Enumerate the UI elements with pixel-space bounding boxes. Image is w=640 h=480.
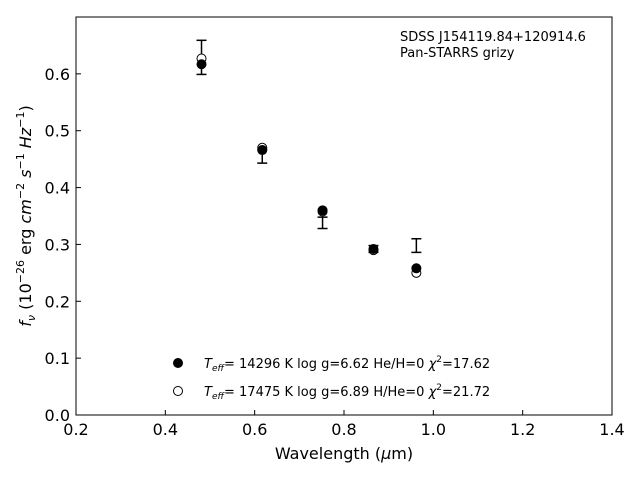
legend-marker-open xyxy=(173,386,183,396)
y-axis-ticks: 0.0 0.1 0.2 0.3 0.4 0.5 0.6 xyxy=(45,65,81,425)
y-tick-label: 0.5 xyxy=(45,122,70,141)
x-tick-label: 1.0 xyxy=(421,420,446,439)
y-tick-label: 0.1 xyxy=(45,349,70,368)
x-tick-label: 0.6 xyxy=(242,420,267,439)
observed-errorbar xyxy=(411,237,422,254)
model-point-da xyxy=(411,263,422,274)
y-tick-label: 0.2 xyxy=(45,292,70,311)
legend-entry-2: Teff= 17475 K log g=6.89 H/He=0 χ2=21.72 xyxy=(204,383,490,402)
model-points xyxy=(196,53,422,278)
legend-entry-1: Teff= 14296 K log g=6.62 He/H=0 χ2=17.62 xyxy=(204,355,490,374)
model-point-da xyxy=(196,59,207,70)
y-tick-label: 0.6 xyxy=(45,65,70,84)
y-tick-label: 0.4 xyxy=(45,179,70,198)
y-axis-label: fν (10−26 erg cm−2 s−1 Hz−1) xyxy=(14,105,38,326)
legend-marker-filled xyxy=(173,358,183,368)
plot-frame xyxy=(75,16,613,416)
y-tick-label: 0.0 xyxy=(45,406,70,425)
model-point-da xyxy=(257,145,268,156)
model-point-da xyxy=(317,205,328,216)
annotation-object: SDSS J154119.84+120914.6 xyxy=(400,30,586,45)
x-tick-label: 0.4 xyxy=(153,420,178,439)
annotation-survey: Pan-STARRS grizy xyxy=(400,46,515,61)
model-point-da xyxy=(368,243,379,254)
x-axis-ticks: 0.2 0.4 0.6 0.8 1.0 1.2 1.4 xyxy=(63,410,625,439)
x-tick-label: 0.8 xyxy=(331,420,356,439)
x-axis-label: Wavelength (μm) xyxy=(275,444,413,463)
observed-errorbar xyxy=(317,216,328,230)
x-tick-label: 1.4 xyxy=(599,420,624,439)
y-tick-label: 0.3 xyxy=(45,235,70,254)
observed-errorbars xyxy=(196,39,422,254)
x-tick-label: 0.2 xyxy=(63,420,88,439)
x-tick-label: 1.2 xyxy=(510,420,535,439)
